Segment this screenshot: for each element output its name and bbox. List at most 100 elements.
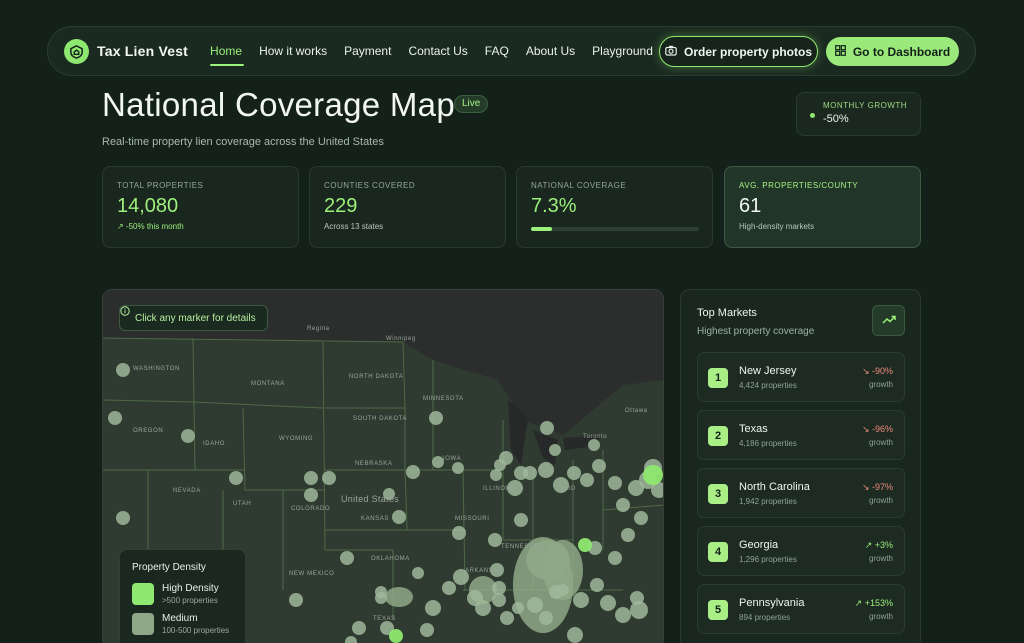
property-marker[interactable] bbox=[514, 513, 528, 527]
high-density-marker[interactable] bbox=[643, 465, 663, 485]
property-marker[interactable] bbox=[540, 421, 554, 435]
property-marker[interactable] bbox=[492, 593, 506, 607]
property-marker[interactable] bbox=[549, 444, 561, 456]
property-marker[interactable] bbox=[567, 466, 581, 480]
property-marker[interactable] bbox=[490, 469, 502, 481]
property-marker[interactable] bbox=[380, 621, 394, 635]
property-marker[interactable] bbox=[512, 602, 524, 614]
property-marker[interactable] bbox=[592, 459, 606, 473]
property-marker[interactable] bbox=[442, 581, 456, 595]
nav-link-how-it-works[interactable]: How it works bbox=[259, 44, 328, 58]
property-marker[interactable] bbox=[352, 621, 366, 635]
property-marker[interactable] bbox=[490, 563, 504, 577]
property-marker[interactable] bbox=[452, 526, 466, 540]
property-marker[interactable] bbox=[527, 597, 543, 613]
property-marker[interactable] bbox=[420, 623, 434, 637]
property-marker[interactable] bbox=[383, 488, 395, 500]
map-label-colorado: COLORADO bbox=[291, 506, 330, 512]
coverage-progress-fill bbox=[531, 227, 553, 231]
market-change: ↗ +153% bbox=[855, 598, 893, 609]
property-marker[interactable] bbox=[608, 476, 622, 490]
property-marker[interactable] bbox=[181, 429, 195, 443]
coverage-map[interactable]: Regina Winnipeg Ottawa Toronto MONTANA N… bbox=[102, 289, 664, 643]
property-marker[interactable] bbox=[553, 477, 569, 493]
property-marker[interactable] bbox=[392, 510, 406, 524]
property-marker[interactable] bbox=[634, 511, 648, 525]
property-marker[interactable] bbox=[492, 581, 506, 595]
high-density-marker[interactable] bbox=[578, 538, 592, 552]
property-marker[interactable] bbox=[375, 586, 387, 598]
property-marker[interactable] bbox=[499, 451, 513, 465]
top-navbar: Tax Lien Vest Home How it works Payment … bbox=[47, 26, 976, 76]
map-label-illinois: ILLINOIS bbox=[483, 486, 512, 492]
property-marker[interactable] bbox=[453, 569, 469, 585]
property-marker[interactable] bbox=[539, 611, 553, 625]
map-label-new-mexico: NEW MEXICO bbox=[289, 571, 334, 577]
stat-label: TOTAL PROPERTIES bbox=[117, 181, 204, 190]
stat-value: 61 bbox=[739, 195, 762, 217]
map-hint-badge: Click any marker for details bbox=[119, 305, 268, 331]
property-marker[interactable] bbox=[425, 600, 441, 616]
property-marker[interactable] bbox=[108, 411, 122, 425]
property-marker[interactable] bbox=[429, 411, 443, 425]
property-marker[interactable] bbox=[452, 462, 464, 474]
property-marker[interactable] bbox=[580, 473, 594, 487]
property-marker[interactable] bbox=[406, 465, 420, 479]
property-marker[interactable] bbox=[573, 592, 589, 608]
market-row[interactable]: 1 New Jersey 4,424 properties ↘ -90% growth bbox=[697, 352, 905, 402]
market-change-value: +3% bbox=[874, 540, 893, 550]
nav-link-payment[interactable]: Payment bbox=[344, 44, 392, 58]
property-marker[interactable] bbox=[475, 600, 491, 616]
property-marker[interactable] bbox=[615, 607, 631, 623]
monthly-growth-value: -50% bbox=[823, 113, 849, 125]
page-title: National Coverage Map bbox=[102, 86, 455, 123]
stat-value: 14,080 bbox=[117, 195, 179, 217]
brand-logo[interactable]: Tax Lien Vest bbox=[64, 38, 188, 64]
market-row[interactable]: 3 North Carolina 1,942 properties ↘ -97% gro… bbox=[697, 468, 905, 518]
property-marker[interactable] bbox=[322, 471, 336, 485]
property-marker[interactable] bbox=[116, 511, 130, 525]
property-marker[interactable] bbox=[432, 456, 444, 468]
nav-link-home[interactable]: Home bbox=[210, 44, 245, 66]
density-cluster[interactable] bbox=[385, 587, 413, 607]
property-marker[interactable] bbox=[651, 482, 664, 498]
high-density-marker[interactable] bbox=[389, 629, 403, 643]
property-marker[interactable] bbox=[304, 471, 318, 485]
property-marker[interactable] bbox=[538, 462, 554, 478]
order-photos-button[interactable]: Order property photos bbox=[659, 36, 818, 67]
market-row[interactable]: 2 Texas 4,186 properties ↘ -96% growth bbox=[697, 410, 905, 460]
nav-link-about[interactable]: About Us bbox=[525, 44, 576, 58]
density-cluster[interactable] bbox=[543, 540, 583, 600]
property-marker[interactable] bbox=[616, 498, 630, 512]
market-properties: 4,424 properties bbox=[739, 381, 797, 390]
nav-link-playground[interactable]: Playground bbox=[592, 44, 653, 58]
property-marker[interactable] bbox=[600, 595, 616, 611]
stat-label: AVG. PROPERTIES/COUNTY bbox=[739, 181, 859, 190]
property-marker[interactable] bbox=[630, 591, 644, 605]
property-marker[interactable] bbox=[488, 533, 502, 547]
property-marker[interactable] bbox=[304, 488, 318, 502]
market-row[interactable]: 4 Georgia 1,296 properties ↗ +3% growth bbox=[697, 526, 905, 576]
property-marker[interactable] bbox=[507, 480, 523, 496]
property-marker[interactable] bbox=[588, 439, 600, 451]
property-marker[interactable] bbox=[608, 551, 622, 565]
property-marker[interactable] bbox=[557, 584, 569, 596]
market-name: Pennsylvania bbox=[739, 597, 805, 609]
property-marker[interactable] bbox=[116, 363, 130, 377]
property-marker[interactable] bbox=[523, 466, 537, 480]
nav-link-contact[interactable]: Contact Us bbox=[408, 44, 468, 58]
property-marker[interactable] bbox=[289, 593, 303, 607]
property-marker[interactable] bbox=[590, 578, 604, 592]
market-row[interactable]: 5 Pennsylvania 894 properties ↗ +153% growth bbox=[697, 584, 905, 634]
property-marker[interactable] bbox=[412, 567, 424, 579]
property-marker[interactable] bbox=[630, 601, 648, 619]
nav-link-faq[interactable]: FAQ bbox=[484, 44, 509, 58]
property-marker[interactable] bbox=[345, 636, 357, 643]
property-marker[interactable] bbox=[567, 627, 583, 643]
property-marker[interactable] bbox=[500, 611, 514, 625]
property-marker[interactable] bbox=[229, 471, 243, 485]
property-marker[interactable] bbox=[340, 551, 354, 565]
go-to-dashboard-button[interactable]: Go to Dashboard bbox=[826, 37, 959, 66]
trending-up-button[interactable] bbox=[872, 305, 905, 336]
property-marker[interactable] bbox=[621, 528, 635, 542]
